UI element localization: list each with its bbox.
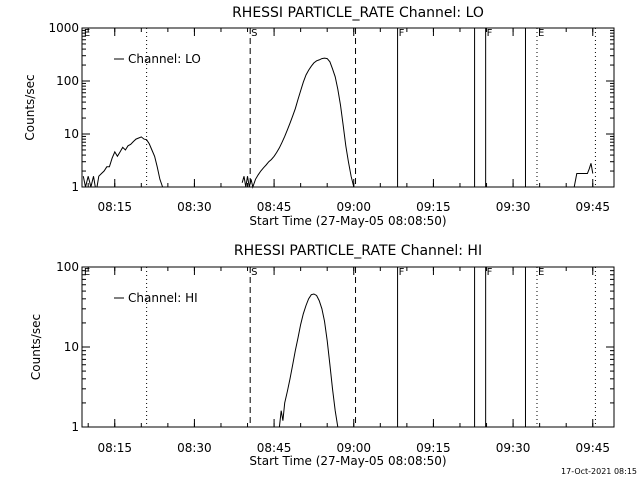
event-flag-label: F: [487, 28, 493, 39]
legend-label: Channel: HI: [128, 291, 198, 305]
series-line: [82, 57, 594, 189]
x-tick-label: 09:15: [416, 200, 451, 214]
x-tick-label: 08:30: [177, 441, 212, 455]
y-tick-label: 100: [56, 74, 79, 88]
y-tick-label: 1: [71, 180, 79, 194]
y-tick-label: 10: [64, 340, 79, 354]
x-tick-label: 09:30: [496, 441, 531, 455]
x-tick-label: 08:45: [257, 441, 292, 455]
event-flag-label: F: [399, 28, 405, 39]
plot-frame: [81, 27, 615, 188]
event-flag-label: E: [538, 267, 544, 278]
x-tick-label: 08:30: [177, 200, 212, 214]
x-tick-label: 09:15: [416, 441, 451, 455]
y-tick-label: 1: [71, 420, 79, 434]
event-flag-label: E: [84, 267, 90, 278]
event-flag-label: F: [487, 267, 493, 278]
event-flag-label: E: [84, 28, 90, 39]
y-tick-label: 1000: [48, 21, 79, 35]
x-tick-label: 09:00: [336, 441, 371, 455]
footer-timestamp: 17-Oct-2021 08:15: [561, 467, 637, 476]
y-axis-label: Counts/sec: [23, 74, 37, 140]
event-flag-label: S: [251, 267, 257, 278]
x-tick-label: 08:45: [257, 200, 292, 214]
x-tick-label: 08:15: [97, 441, 132, 455]
x-tick-label: 09:30: [496, 200, 531, 214]
series-line: [278, 293, 339, 428]
x-tick-label: 09:00: [336, 200, 371, 214]
y-tick-label: 100: [56, 260, 79, 274]
x-tick-label: 09:45: [575, 441, 610, 455]
chart-title: RHESSI PARTICLE_RATE Channel: LO: [232, 5, 484, 21]
y-tick-label: 10: [64, 127, 79, 141]
chart-title: RHESSI PARTICLE_RATE Channel: HI: [234, 243, 482, 259]
event-flag-label: S: [251, 28, 257, 39]
x-tick-label: 09:45: [575, 200, 610, 214]
event-flag-label: E: [538, 28, 544, 39]
event-flag-label: F: [399, 267, 405, 278]
x-axis-label: Start Time (27-May-05 08:08:50): [249, 454, 446, 468]
x-tick-label: 08:15: [97, 200, 132, 214]
x-axis-label: Start Time (27-May-05 08:08:50): [249, 214, 446, 228]
y-axis-label: Counts/sec: [29, 314, 43, 380]
legend-label: Channel: LO: [128, 52, 201, 66]
